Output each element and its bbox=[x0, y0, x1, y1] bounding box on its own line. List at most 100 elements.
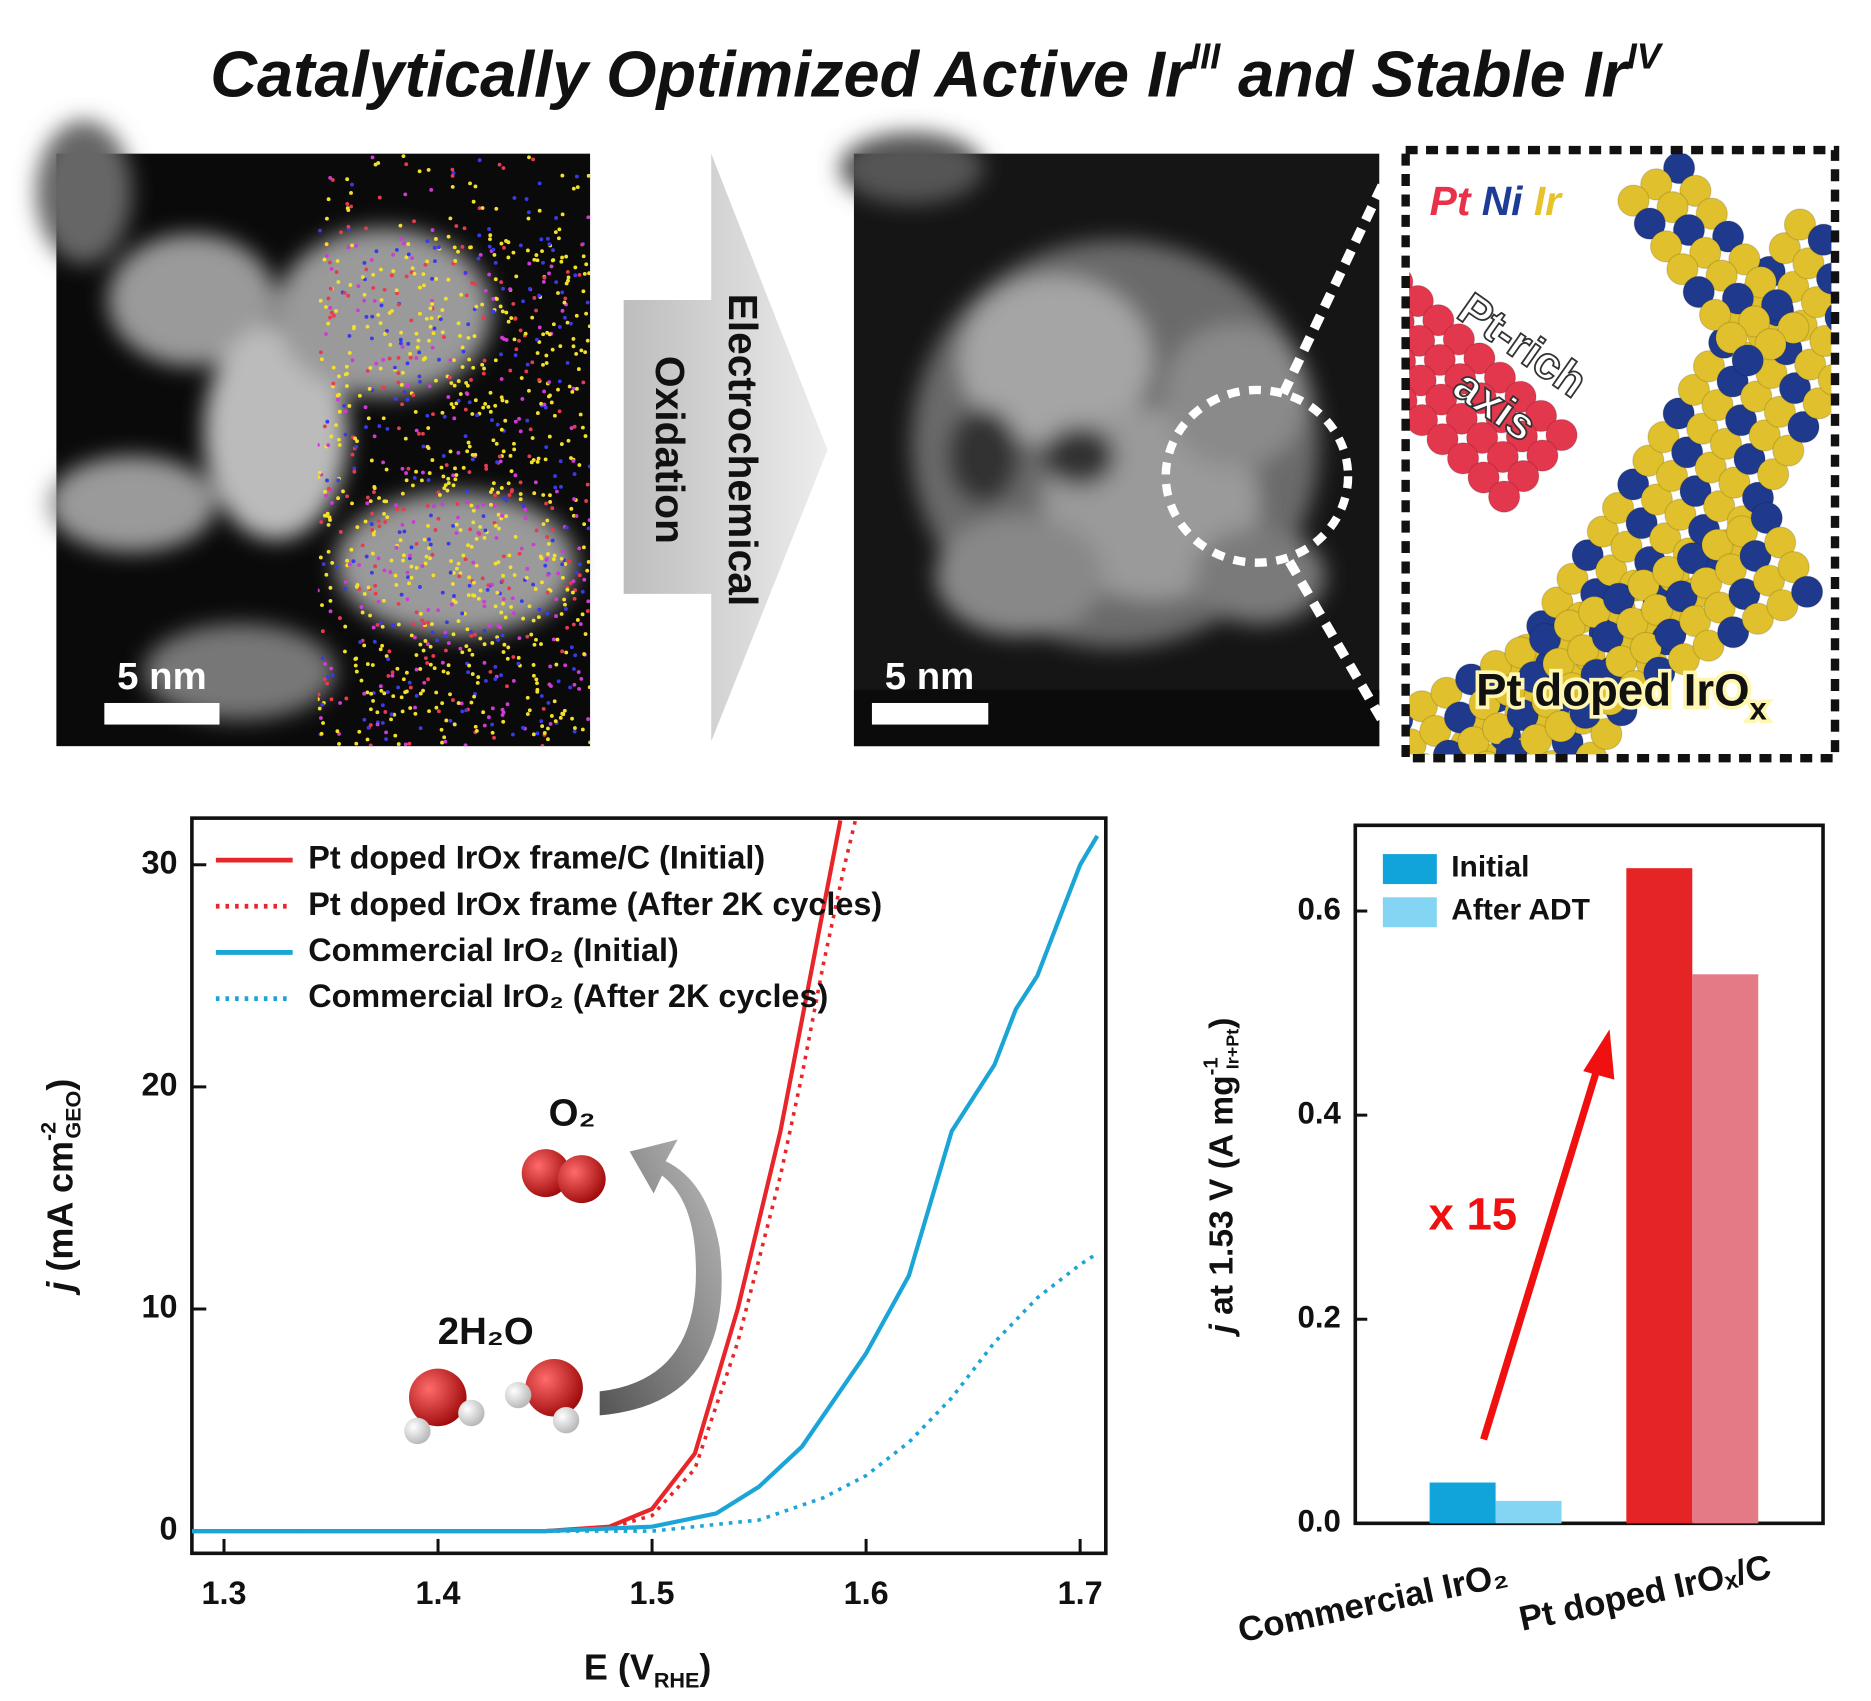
eds-dot bbox=[409, 318, 414, 323]
eds-dot bbox=[451, 698, 455, 703]
eds-dot bbox=[419, 478, 424, 483]
eds-dot bbox=[386, 657, 391, 662]
eds-dot bbox=[562, 300, 567, 305]
eds-dot bbox=[501, 650, 506, 654]
eds-dot bbox=[494, 536, 499, 540]
process-arrow bbox=[623, 153, 828, 742]
zoom-line bbox=[1278, 151, 1402, 396]
eds-dot bbox=[580, 425, 585, 430]
eds-dot bbox=[452, 245, 457, 250]
atom bbox=[1676, 542, 1709, 575]
eds-dot bbox=[468, 630, 473, 634]
eds-dot bbox=[470, 457, 475, 462]
eds-dot bbox=[559, 484, 563, 489]
eds-dot bbox=[521, 725, 525, 730]
eds-dot bbox=[441, 474, 446, 479]
eds-dot bbox=[469, 544, 474, 549]
eds-dot bbox=[517, 636, 522, 641]
eds-dot bbox=[382, 511, 386, 516]
eds-dot bbox=[513, 419, 518, 424]
eds-dot bbox=[457, 574, 462, 579]
eds-dot bbox=[560, 308, 565, 313]
atom bbox=[1483, 361, 1517, 394]
eds-dot bbox=[353, 657, 358, 661]
atom bbox=[1464, 381, 1497, 415]
atom bbox=[1649, 230, 1683, 263]
eds-dot bbox=[532, 257, 537, 262]
eds-dot bbox=[396, 355, 401, 360]
eds-dot bbox=[567, 559, 572, 564]
eds-dot bbox=[451, 523, 455, 528]
eds-dot bbox=[574, 351, 579, 356]
eds-dot bbox=[359, 605, 364, 609]
eds-dot bbox=[541, 332, 546, 337]
atom bbox=[1625, 506, 1658, 540]
eds-dot bbox=[508, 565, 513, 570]
eds-dot bbox=[508, 453, 513, 458]
eds-dot bbox=[426, 620, 431, 625]
eds-dot bbox=[398, 337, 403, 342]
eds-dot bbox=[444, 718, 449, 723]
scale-bar bbox=[871, 702, 989, 725]
eds-dot bbox=[506, 240, 511, 245]
eds-dot bbox=[471, 365, 476, 370]
eds-dot bbox=[563, 663, 568, 668]
eds-dot bbox=[430, 298, 434, 303]
eds-dot bbox=[326, 321, 331, 326]
eds-dot bbox=[385, 426, 390, 431]
eds-dot bbox=[365, 662, 370, 667]
eds-dot bbox=[458, 333, 462, 338]
eds-dot bbox=[463, 434, 468, 439]
eds-dot bbox=[467, 470, 472, 475]
eds-dot bbox=[378, 684, 383, 689]
eds-dot bbox=[585, 338, 590, 343]
atom bbox=[1849, 317, 1871, 348]
eds-dot bbox=[542, 731, 547, 735]
atom bbox=[1409, 284, 1434, 318]
eds-dot bbox=[399, 592, 404, 597]
legend-label: Pt doped IrOx frame/C (Initial) bbox=[308, 840, 765, 876]
atom bbox=[1610, 530, 1643, 563]
eds-dot bbox=[443, 634, 448, 639]
atom bbox=[1580, 658, 1613, 692]
eds-dot bbox=[498, 304, 503, 309]
eds-dot bbox=[456, 321, 461, 326]
ratio-annotation: x 15 bbox=[1428, 1189, 1517, 1240]
eds-dot bbox=[491, 309, 496, 314]
label-sup: -1 bbox=[1201, 1057, 1223, 1075]
eds-dot bbox=[364, 315, 369, 319]
eds-dot bbox=[541, 706, 546, 711]
eds-dot bbox=[404, 162, 409, 167]
eds-dot bbox=[499, 280, 504, 285]
eds-dot bbox=[501, 496, 506, 501]
atom bbox=[1750, 501, 1783, 535]
eds-dot bbox=[454, 224, 459, 228]
eds-dot bbox=[418, 726, 423, 731]
eds-dot bbox=[365, 501, 370, 506]
eds-dot bbox=[565, 320, 570, 325]
eds-dot bbox=[326, 522, 331, 527]
zoom-circle bbox=[1161, 385, 1353, 567]
atom bbox=[1686, 412, 1719, 445]
eds-dot bbox=[365, 324, 370, 329]
arrow-text: Electrochemical bbox=[720, 294, 766, 607]
eds-dot bbox=[527, 155, 531, 160]
eds-dot bbox=[429, 188, 434, 192]
eds-dot bbox=[431, 412, 435, 417]
eds-dot bbox=[499, 352, 503, 357]
atom bbox=[1522, 774, 1553, 805]
eds-dot bbox=[406, 252, 411, 257]
eds-dot bbox=[525, 418, 530, 423]
atom bbox=[1483, 782, 1514, 813]
atom bbox=[1409, 403, 1439, 437]
eds-dot bbox=[503, 418, 508, 423]
eds-dot bbox=[456, 398, 461, 403]
eds-dot bbox=[450, 173, 455, 178]
eds-dot bbox=[581, 289, 586, 294]
eds-dot bbox=[535, 411, 540, 416]
eds-dot bbox=[570, 389, 575, 394]
eds-dot bbox=[585, 482, 590, 487]
label-part: j bbox=[1203, 1324, 1240, 1338]
eds-dot bbox=[368, 723, 373, 727]
eds-dot bbox=[443, 296, 448, 301]
